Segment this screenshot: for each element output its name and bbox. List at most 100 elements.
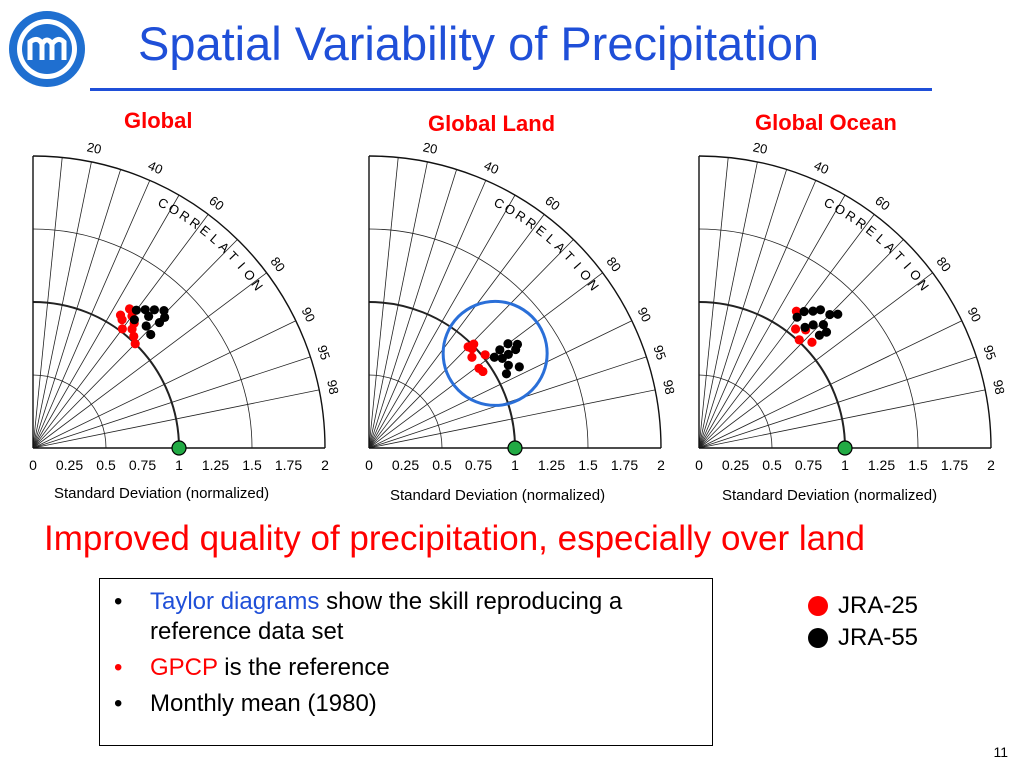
std-tick-label: 2 — [657, 457, 665, 473]
title-underline — [90, 88, 932, 91]
data-point — [149, 305, 160, 315]
data-point — [117, 315, 127, 325]
bullet-list: • Taylor diagrams show the skill reprodu… — [100, 579, 712, 719]
std-tick-label: 0.75 — [465, 457, 492, 473]
notes-box: • Taylor diagrams show the skill reprodu… — [99, 578, 713, 746]
correlation-tick-label: 98 — [324, 379, 342, 396]
panel-title-global: Global — [124, 108, 193, 133]
std-tick-label: 1.25 — [868, 457, 895, 473]
bullet-text: is the reference — [217, 654, 390, 681]
data-point — [129, 315, 139, 325]
data-point — [478, 366, 488, 377]
correlation-tick-label: 90 — [299, 305, 319, 325]
data-point — [821, 327, 832, 337]
angular-label-char: T — [225, 248, 241, 264]
std-tick-label: 1 — [841, 457, 849, 473]
angular-label-char: T — [561, 248, 577, 264]
bullet-item: • GPCP is the reference — [100, 653, 690, 683]
bullet-text: show the skill reproducing a reference d… — [150, 588, 623, 645]
std-arc — [368, 374, 443, 449]
std-tick-label: 0 — [695, 457, 703, 473]
correlation-tick-label: 40 — [812, 158, 831, 178]
correlation-tick-label: 80 — [268, 254, 289, 275]
outer-arc — [698, 155, 992, 449]
outer-arc — [368, 155, 662, 449]
std-tick-label: 1.5 — [578, 457, 598, 473]
std-tick-label: 1.5 — [242, 457, 262, 473]
correlation-tick-label: 20 — [422, 139, 439, 157]
correlation-tick-label: 40 — [146, 158, 165, 178]
data-point — [489, 352, 499, 362]
data-point — [124, 304, 135, 314]
data-point — [130, 339, 140, 349]
page-number: 11 — [993, 744, 1008, 760]
correlation-tick-label: 60 — [542, 193, 563, 214]
std-tick-label: 1.75 — [611, 457, 638, 473]
data-point — [159, 306, 169, 316]
correlation-tick-label: 95 — [980, 343, 999, 361]
std-tick-label: 1.5 — [908, 457, 928, 473]
tagline: Improved quality of precipitation, espec… — [44, 519, 865, 558]
data-point — [799, 306, 809, 317]
std-arc — [32, 228, 253, 449]
angular-label-char: T — [891, 248, 907, 264]
correlation-tick-label: 60 — [872, 193, 893, 214]
reference-point — [507, 440, 523, 456]
std-tick-label: 0.25 — [56, 457, 83, 473]
std-arc — [32, 374, 107, 449]
legend-label-jra25: JRA-25 — [838, 592, 919, 619]
data-point — [814, 330, 825, 340]
data-point — [495, 345, 505, 355]
std-arc — [698, 228, 919, 449]
std-tick-label: 1.75 — [275, 457, 302, 473]
legend-label-jra55: JRA-55 — [838, 624, 919, 651]
data-point — [463, 342, 473, 352]
data-point — [790, 324, 801, 334]
legend-item-jra55: JRA-55 — [808, 622, 918, 654]
angular-label-char: I — [235, 259, 249, 272]
correlation-tick-label: 98 — [990, 379, 1008, 396]
std-tick-label: 0.75 — [795, 457, 822, 473]
std-tick-label: 1.25 — [538, 457, 565, 473]
std-tick-label: 0.5 — [96, 457, 116, 473]
bullet-dot-icon: • — [114, 588, 123, 615]
std-tick-label: 0.75 — [129, 457, 156, 473]
bullet-item: • Monthly mean (1980) — [100, 689, 690, 719]
data-point — [503, 339, 513, 349]
std-tick-label: 0.5 — [762, 457, 782, 473]
data-point — [794, 335, 804, 345]
correlation-tick-label: 40 — [482, 158, 501, 178]
correlation-tick-label: 20 — [86, 139, 103, 157]
data-point — [818, 320, 828, 330]
highlight-circle — [441, 299, 549, 407]
data-point — [808, 306, 818, 316]
std-tick-label: 0.25 — [392, 457, 419, 473]
std-tick-label: 0.5 — [432, 457, 452, 473]
std-tick-label: 1.25 — [202, 457, 229, 473]
correlation-tick-label: 20 — [752, 139, 769, 157]
data-point — [833, 309, 843, 319]
data-point — [146, 329, 156, 340]
bullet-item: • Taylor diagrams show the skill reprodu… — [100, 587, 690, 647]
std-tick-label: 1 — [175, 457, 183, 473]
data-point — [467, 352, 477, 362]
data-point — [825, 309, 835, 320]
bullet-dot-icon: • — [114, 654, 123, 681]
bullet-dot-icon: • — [114, 690, 123, 717]
data-point — [497, 353, 507, 364]
std-tick-label: 2 — [987, 457, 995, 473]
data-point — [815, 305, 826, 315]
data-point — [141, 321, 151, 331]
std-tick-label: 1 — [511, 457, 519, 473]
correlation-tick-label: 98 — [660, 379, 678, 396]
correlation-tick-label: 95 — [650, 343, 669, 361]
data-point — [129, 331, 139, 341]
xlabel-global-land: Standard Deviation (normalized) — [390, 487, 606, 504]
bullet-highlight: GPCP — [150, 654, 218, 681]
slide-title: Spatial Variability of Precipitation — [138, 17, 819, 70]
outer-arc — [32, 155, 326, 449]
legend-marker-jra25 — [808, 596, 828, 616]
bullet-text: Monthly mean (1980) — [150, 690, 377, 717]
